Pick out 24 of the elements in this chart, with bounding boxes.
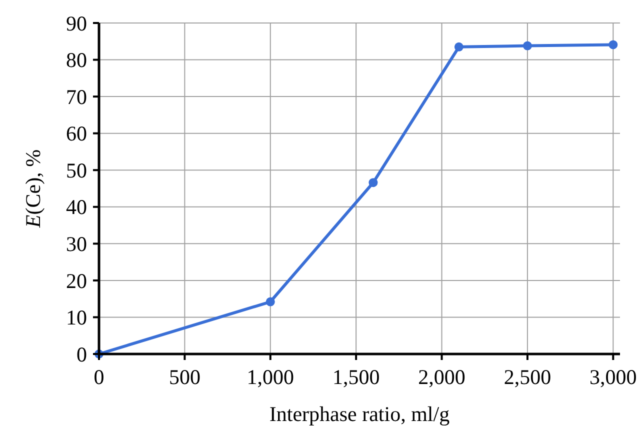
y-tick-label: 60 bbox=[66, 122, 87, 146]
point bbox=[522, 41, 532, 50]
x-tick-label: 2,000 bbox=[418, 365, 466, 389]
x-tick-label: 1,000 bbox=[246, 365, 294, 389]
point bbox=[368, 178, 378, 188]
y-tick-label: 10 bbox=[66, 306, 87, 330]
y-tick-label: 50 bbox=[66, 158, 87, 182]
y-tick-label: 30 bbox=[66, 232, 87, 256]
y-tick-label: 80 bbox=[66, 48, 87, 72]
x-axis-title: Interphase ratio, ml/g bbox=[269, 402, 450, 426]
y-axis-title: E(Ce), % bbox=[21, 149, 45, 229]
y-tick-label: 90 bbox=[66, 11, 87, 36]
point bbox=[608, 40, 618, 50]
y-tick-label: 0 bbox=[76, 342, 87, 366]
x-tick-label: 0 bbox=[94, 365, 104, 389]
x-tick-label: 1,500 bbox=[332, 365, 380, 389]
y-tick-label: 40 bbox=[66, 195, 87, 220]
point bbox=[454, 42, 464, 52]
x-tick-label: 500 bbox=[168, 365, 200, 389]
y-tick-label: 70 bbox=[66, 84, 87, 109]
x-tick-label: 2,500 bbox=[504, 365, 552, 389]
x-tick-label: 3,000 bbox=[590, 365, 637, 389]
y-tick-label: 20 bbox=[66, 268, 87, 293]
point bbox=[266, 297, 275, 306]
